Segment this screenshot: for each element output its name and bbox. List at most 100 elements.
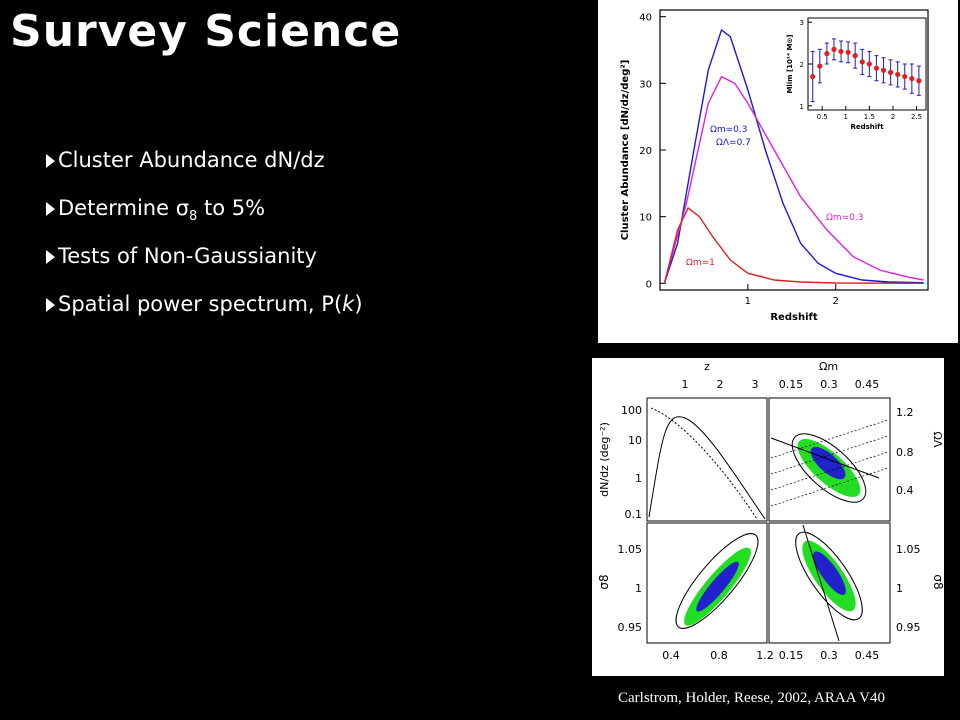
- x-axis-label: Redshift: [770, 312, 817, 323]
- bottom-left-y-tick-label: 1.05: [618, 543, 643, 556]
- top-right-y-axis-label: ΩΛ: [931, 432, 944, 448]
- arrow-bullet-icon: [46, 202, 55, 216]
- y-tick-label: 20: [639, 146, 652, 157]
- inset-x-tick-label: 1.5: [864, 113, 875, 121]
- y-axis-label: Cluster Abundance [dN/dz/deg²]: [620, 60, 631, 241]
- inset-y-tick-label: 3: [800, 19, 804, 27]
- inset-point: [859, 59, 865, 65]
- series-label-blue: Ωm=0.3: [710, 125, 748, 135]
- series-label-red: Ωm=1: [686, 258, 715, 268]
- x-tick-label: 2: [833, 296, 839, 307]
- top-right-x-label: Ωm: [819, 360, 838, 373]
- top-left-y-tick-label: 10: [628, 434, 642, 447]
- dotted-curve: [650, 407, 758, 520]
- top-left-x-tick-label: 1: [682, 378, 689, 391]
- bottom-right-y-tick-label: 1.05: [896, 543, 921, 556]
- series-line-2: [663, 206, 924, 284]
- top-right-x-tick-label: 0.15: [779, 378, 804, 391]
- inset-point: [916, 78, 922, 84]
- bullet-text: Spatial power spectrum, P(k): [58, 292, 363, 316]
- bullet-item: Tests of Non-Gaussianity: [46, 244, 363, 292]
- inset-y-tick-label: 1: [800, 103, 804, 111]
- panel-top-right-frame: [768, 397, 891, 522]
- inset-x-tick-label: 1: [844, 113, 848, 121]
- inset-point: [831, 46, 837, 52]
- inset-point: [838, 48, 844, 55]
- blue-region: [810, 446, 846, 480]
- citation-caption: Carlstrom, Holder, Reese, 2002, ARAA V40: [618, 690, 886, 706]
- y-tick-label: 40: [639, 13, 652, 24]
- arrow-bullet-icon: [46, 154, 55, 168]
- inset-point: [895, 71, 901, 78]
- blue-region: [813, 551, 846, 596]
- bottom-right-y-tick-label: 0.95: [896, 621, 921, 634]
- constraints-figure: z Ωm 1 2 3 0.15 0.3 0.45 100 10 1 0.1 dN/dz (deg⁻²) 1…: [592, 358, 945, 676]
- degeneracy-line: [802, 524, 840, 642]
- panel-top-left-frame: [646, 397, 768, 522]
- series-line-1: [663, 75, 924, 284]
- bottom-right-x-tick-label: 0.45: [855, 649, 880, 662]
- y-tick-label: 0: [646, 279, 652, 290]
- series-label-magenta: Ωm=0.3: [826, 213, 864, 223]
- bottom-right-y-tick-label: 1: [896, 582, 903, 595]
- inset-x-axis-label: Redshift: [850, 123, 884, 131]
- dotted-line: [770, 435, 889, 475]
- inset-point: [902, 73, 908, 80]
- inset-x-tick-label: 0.5: [817, 113, 828, 121]
- outer-contour: [791, 433, 867, 503]
- inset-y-tick-label: 2: [800, 61, 804, 69]
- panel-bottom-right-frame: [768, 522, 891, 644]
- dotted-line: [770, 467, 889, 507]
- top-right-x-tick-label: 0.45: [855, 378, 880, 391]
- slide-title: Survey Science: [10, 6, 402, 57]
- top-right-x-tick-label: 0.3: [820, 378, 838, 391]
- top-left-y-axis-label: dN/dz (deg⁻²): [598, 422, 611, 497]
- inset-point: [866, 61, 872, 67]
- bottom-right-y-axis-label: σ8: [931, 574, 944, 589]
- bullet-item: Determine σ8 to 5%: [46, 196, 363, 244]
- bottom-left-x-tick-label: 0.8: [710, 649, 728, 662]
- bottom-left-y-tick-label: 1: [635, 582, 642, 595]
- bottom-left-y-axis-label: σ8: [597, 574, 611, 589]
- inset-point: [873, 65, 880, 71]
- outer-contour: [675, 533, 759, 629]
- solid-curve: [648, 416, 766, 520]
- x-tick-label: 1: [745, 296, 751, 307]
- inset-x-tick-label: 2.5: [911, 113, 922, 121]
- bottom-right-x-tick-label: 0.3: [820, 649, 838, 662]
- top-left-x-tick-label: 2: [717, 378, 724, 391]
- top-left-y-tick-label: 0.1: [625, 508, 643, 521]
- top-right-y-tick-label: 1.2: [896, 406, 914, 419]
- top-left-x-tick-label: 3: [752, 378, 759, 391]
- bullet-list: Cluster Abundance dN/dz Determine σ8 to …: [46, 148, 363, 340]
- inset-point: [909, 76, 915, 82]
- series-line-0: [663, 28, 924, 284]
- inset-x-tick-label: 2: [891, 113, 895, 121]
- inset-y-axis-label: Mlim [10¹⁴ M⊙]: [786, 34, 794, 93]
- top-right-y-tick-label: 0.8: [896, 446, 914, 459]
- top-left-y-tick-label: 1: [635, 472, 642, 485]
- cluster-abundance-figure: 0 10 20 30 40 1 2 Redshift Cluster Abundance [dN…: [598, 0, 958, 343]
- y-tick-label: 30: [639, 79, 652, 90]
- bullet-item: Spatial power spectrum, P(k): [46, 292, 363, 340]
- y-tick-label: 10: [639, 213, 652, 224]
- bullet-text: Cluster Abundance dN/dz: [58, 148, 325, 172]
- bullet-item: Cluster Abundance dN/dz: [46, 148, 363, 196]
- bullet-text: Tests of Non-Gaussianity: [58, 244, 317, 268]
- inset-point: [817, 63, 823, 69]
- bottom-left-x-tick-label: 1.2: [756, 649, 774, 662]
- inset-point: [845, 49, 851, 55]
- dotted-line: [770, 419, 889, 459]
- top-left-x-label: z: [704, 360, 710, 373]
- bullet-text: Determine σ8 to 5%: [58, 196, 266, 225]
- panel-bottom-left-frame: [646, 522, 768, 644]
- constraints-chart: z Ωm 1 2 3 0.15 0.3 0.45 100 10 1 0.1 dN/dz (deg⁻²) 1…: [597, 360, 945, 662]
- dotted-line: [770, 451, 889, 491]
- inset-point: [824, 50, 830, 57]
- arrow-bullet-icon: [46, 298, 55, 312]
- inset-point: [810, 73, 816, 80]
- blue-region: [696, 561, 739, 612]
- outer-contour: [795, 531, 863, 621]
- bottom-left-x-tick-label: 0.4: [662, 649, 680, 662]
- top-left-y-tick-label: 100: [621, 404, 642, 417]
